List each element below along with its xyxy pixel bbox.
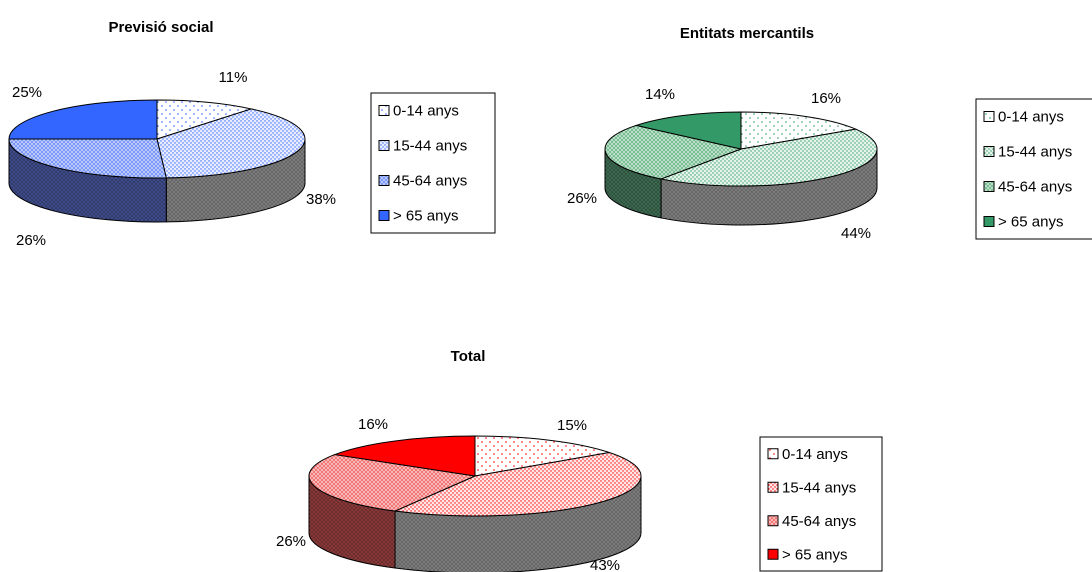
legend-entry: 15-44 anys <box>393 138 467 155</box>
legend-swatch <box>983 146 995 157</box>
legend-swatch <box>983 111 995 122</box>
legend-swatch <box>767 448 779 460</box>
legend-box <box>370 92 496 234</box>
legend-swatch <box>983 181 995 192</box>
legend-entry: 15-44 anys <box>998 144 1072 161</box>
legend-entry: > 65 anys <box>998 214 1063 231</box>
legend-entry: 0-14 anys <box>393 103 459 120</box>
legend-entry: 0-14 anys <box>782 446 848 463</box>
legend-swatch <box>767 481 779 493</box>
legend-swatch <box>767 515 779 527</box>
pie-slice-15-44-anys <box>659 128 878 187</box>
pie-slice-0-14-anys <box>156 99 254 140</box>
pie-chart-2: Entitats mercantils 16% 44% 26% 14% 0-14 anys… <box>567 25 1092 242</box>
data-label: 16% <box>811 90 841 107</box>
pie-slice-15-44-anys <box>156 108 306 179</box>
legend: 0-14 anys 15-44 anys 45-64 anys > 65 anys <box>759 436 883 572</box>
legend-entry: > 65 anys <box>393 208 458 225</box>
data-label: 43% <box>590 557 620 572</box>
pie-slice-65-anys <box>8 99 158 140</box>
data-label: 16% <box>358 416 388 433</box>
chart-title: Previsió social <box>108 19 213 36</box>
legend: 0-14 anys 15-44 anys 45-64 anys > 65 anys <box>370 92 496 234</box>
chart-title: Total <box>451 348 486 365</box>
pie-slice-45-64-anys <box>604 124 743 180</box>
legend-entry: > 65 anys <box>782 546 847 563</box>
legend-swatch <box>767 548 779 560</box>
pie-chart-1: Previsió social 11% 38% 26% 25% 0-14 anys 15-4… <box>8 19 496 249</box>
pie-slice-45-64-anys <box>8 138 167 179</box>
pie-chart-3: Total 15% 43% 26% 16% 0-14 anys 15-44 anys 45-6… <box>276 348 883 572</box>
pie-slice-45-64-anys <box>308 454 477 512</box>
legend-swatch <box>378 105 390 116</box>
data-label: 26% <box>567 190 597 207</box>
data-label: 15% <box>557 417 587 434</box>
data-label: 26% <box>276 533 306 550</box>
legend: 0-14 anys 15-44 anys 45-64 anys > 65 anys <box>975 98 1092 240</box>
pie-slice-65-anys <box>332 435 476 477</box>
legend-entry: 0-14 anys <box>998 109 1064 126</box>
pie-slice-0-14-anys <box>474 435 610 477</box>
data-label: 26% <box>16 232 46 249</box>
pie-slice-15-44-anys <box>393 451 642 517</box>
pie-slice-65-anys <box>634 111 742 150</box>
pie-slice-0-14-anys <box>740 111 858 150</box>
pie-side <box>308 475 642 572</box>
data-label: 44% <box>841 225 871 242</box>
legend-box <box>759 436 883 572</box>
legend-entry: 45-64 anys <box>998 179 1072 196</box>
legend-swatch <box>378 210 390 221</box>
data-label: 14% <box>645 86 675 103</box>
legend-entry: 45-64 anys <box>782 513 856 530</box>
data-label: 11% <box>219 69 248 86</box>
legend-entry: 45-64 anys <box>393 173 467 190</box>
legend-entry: 15-44 anys <box>782 479 856 496</box>
legend-box <box>975 98 1092 240</box>
chart-title: Entitats mercantils <box>680 25 814 42</box>
data-label: 25% <box>12 84 42 101</box>
data-label: 38% <box>306 191 336 208</box>
legend-swatch <box>378 140 390 151</box>
legend-swatch <box>983 216 995 227</box>
legend-swatch <box>378 175 390 186</box>
